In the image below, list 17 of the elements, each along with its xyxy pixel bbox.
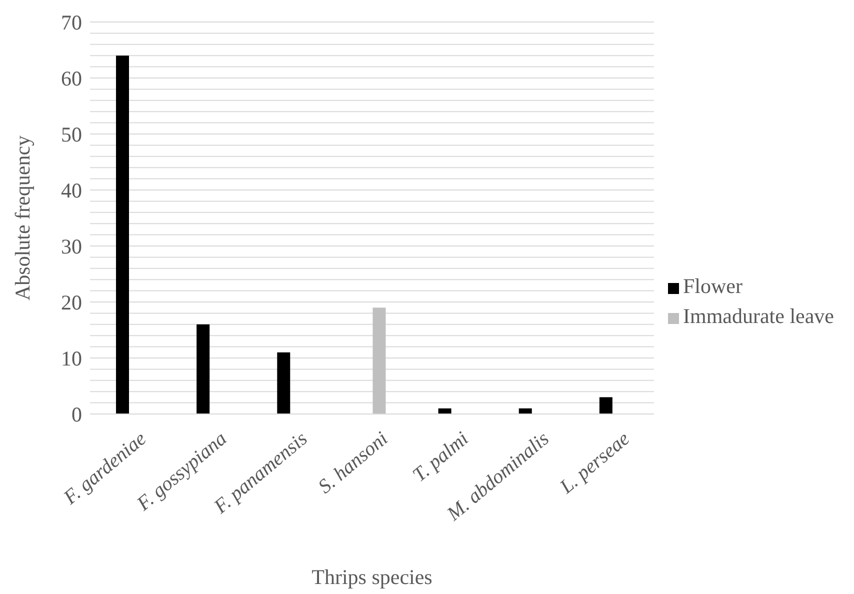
legend-label: Flower [683, 274, 742, 298]
y-tick-label: 30 [61, 234, 82, 258]
y-axis-title: Absolute frequency [10, 134, 34, 301]
bar [116, 56, 129, 414]
bar [599, 397, 612, 414]
x-axis-title: Thrips species [312, 565, 432, 589]
y-tick-label: 0 [72, 402, 82, 426]
y-tick-label: 10 [61, 346, 82, 370]
bar [277, 352, 290, 414]
y-tick-label: 70 [61, 10, 82, 34]
y-tick-label: 50 [61, 122, 82, 146]
y-tick-label: 20 [61, 290, 82, 314]
y-tick-label: 40 [61, 178, 82, 202]
legend-label: Immadurate leave [683, 304, 834, 328]
bar [372, 308, 386, 414]
y-tick-label: 60 [61, 66, 82, 90]
bar [196, 324, 210, 414]
